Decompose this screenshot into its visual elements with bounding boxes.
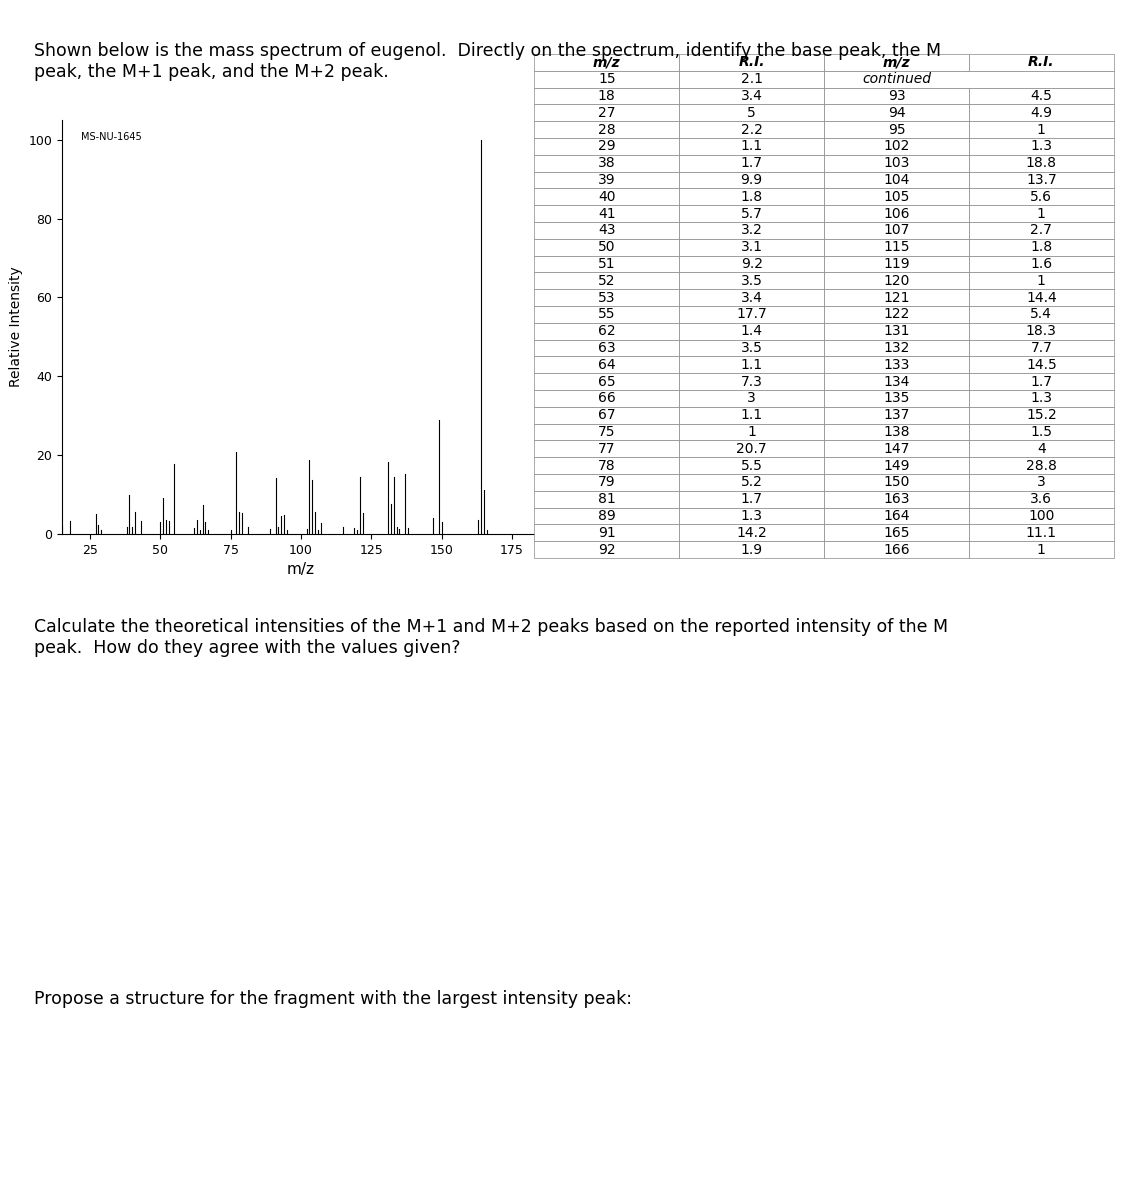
Text: Calculate the theoretical intensities of the M+1 and M+2 peaks based on the repo: Calculate the theoretical intensities of… — [34, 618, 948, 656]
Text: MS-NU-1645: MS-NU-1645 — [81, 132, 142, 143]
Text: Propose a structure for the fragment with the largest intensity peak:: Propose a structure for the fragment wit… — [34, 990, 632, 1008]
Text: Shown below is the mass spectrum of eugenol.  Directly on the spectrum, identify: Shown below is the mass spectrum of euge… — [34, 42, 940, 80]
X-axis label: m/z: m/z — [287, 563, 315, 577]
Y-axis label: Relative Intensity: Relative Intensity — [9, 266, 22, 388]
